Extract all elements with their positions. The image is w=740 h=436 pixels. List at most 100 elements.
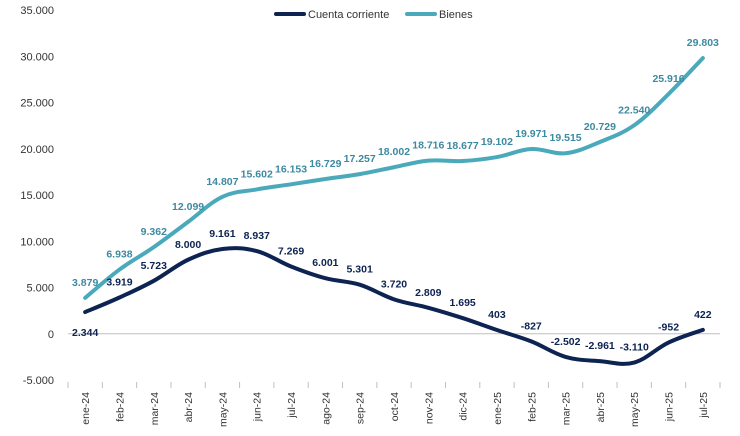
- y-tick-label: 35.000: [20, 5, 54, 17]
- x-tick-label: jun-24: [252, 392, 264, 422]
- x-tick-label: feb-24: [114, 392, 126, 422]
- data-label: 6.938: [106, 249, 132, 261]
- x-tick-label: may-25: [629, 392, 641, 427]
- data-point: [186, 220, 190, 224]
- data-label: 9.362: [141, 226, 167, 238]
- data-label: -2.961: [585, 340, 615, 352]
- x-tick-label: jul-24: [286, 392, 298, 419]
- data-point: [186, 258, 190, 262]
- y-tick-label: 20.000: [20, 144, 54, 156]
- data-point: [392, 297, 396, 301]
- data-point: [426, 159, 430, 163]
- data-point: [358, 172, 362, 176]
- legend-label-cuenta-corriente: Cuenta corriente: [308, 9, 389, 21]
- data-labels: 2.344 3.919 5.723 8.000 9.161 8.937 7.269 6.001…: [72, 37, 719, 353]
- data-point: [255, 249, 259, 253]
- data-label: 403: [488, 309, 506, 321]
- data-label: 1.695: [449, 297, 475, 309]
- series-line-bienes: [83, 56, 705, 300]
- x-tick-label: ene-24: [80, 392, 92, 425]
- data-label: 6.001: [312, 257, 338, 269]
- x-tick-label: may-24: [217, 392, 229, 427]
- data-point: [426, 306, 430, 310]
- x-tick-label: mar-25: [561, 392, 573, 425]
- x-tick-label: ene-25: [492, 392, 504, 425]
- data-label: 18.677: [447, 140, 479, 152]
- data-label: 5.301: [347, 264, 373, 276]
- x-tick-label: abr-24: [183, 392, 195, 423]
- y-axis: 35.000 30.000 25.000 20.000 15.000 10.000 5.00…: [20, 5, 54, 387]
- data-point: [83, 296, 87, 300]
- data-point: [289, 265, 293, 269]
- data-point: [564, 355, 568, 359]
- data-point: [358, 283, 362, 287]
- data-label: -3.110: [620, 342, 649, 354]
- x-tick-label: jun-25: [664, 392, 676, 422]
- data-point: [495, 155, 499, 159]
- data-label: 19.515: [550, 132, 582, 144]
- data-point: [667, 92, 671, 96]
- data-point: [667, 341, 671, 345]
- y-tick-label: 30.000: [20, 51, 54, 63]
- data-label: 16.153: [275, 163, 307, 175]
- data-label: 2.809: [415, 287, 441, 299]
- data-label: 19.102: [481, 136, 513, 148]
- data-point: [220, 247, 224, 251]
- x-tick-label: feb-25: [526, 392, 538, 422]
- data-label: 15.602: [241, 168, 273, 180]
- y-tick-label: 25.000: [20, 98, 54, 110]
- data-label: 12.099: [172, 201, 204, 213]
- x-tick-label: sep-24: [355, 392, 367, 424]
- x-tick-label: dic-24: [458, 392, 470, 421]
- data-point: [598, 140, 602, 144]
- x-tick-label: oct-24: [389, 392, 401, 421]
- data-label: 7.269: [278, 246, 304, 258]
- data-point: [152, 279, 156, 283]
- y-tick-label: 5.000: [26, 283, 54, 295]
- data-point: [461, 159, 465, 163]
- x-tick-label: mar-24: [149, 392, 161, 425]
- data-point: [323, 276, 327, 280]
- data-point: [495, 328, 499, 332]
- data-label: 16.729: [309, 158, 341, 170]
- data-label: 18.716: [412, 140, 444, 152]
- data-point: [701, 56, 705, 60]
- legend: Cuenta corriente Bienes: [274, 9, 473, 21]
- data-label: 25.916: [652, 73, 684, 85]
- data-label: 3.879: [72, 277, 98, 289]
- data-label: 8.000: [175, 239, 201, 251]
- data-label: 8.937: [244, 230, 270, 242]
- data-label: -2.502: [551, 336, 581, 348]
- legend-label-bienes: Bienes: [439, 9, 473, 21]
- y-tick-label: 10.000: [20, 236, 54, 248]
- series-layer: [83, 56, 705, 366]
- data-point: [598, 359, 602, 363]
- data-label: 9.161: [209, 228, 235, 240]
- data-label: 19.971: [515, 128, 547, 140]
- data-point: [632, 361, 636, 365]
- data-point: [701, 328, 705, 332]
- data-label: 422: [694, 309, 712, 321]
- data-point: [255, 187, 259, 191]
- data-label: 22.540: [618, 104, 650, 116]
- data-point: [461, 316, 465, 320]
- x-tick-label: jul-25: [698, 392, 710, 419]
- data-label: 3.720: [381, 278, 407, 290]
- data-point: [529, 339, 533, 343]
- data-label: -827: [521, 320, 542, 332]
- data-label: 3.919: [106, 276, 132, 288]
- y-tick-label: 15.000: [20, 190, 54, 202]
- data-point: [564, 151, 568, 155]
- x-tick-label: abr-25: [595, 392, 607, 423]
- y-tick-label: 0: [48, 329, 54, 341]
- data-label: 20.729: [584, 121, 616, 133]
- data-label: -952: [658, 322, 679, 334]
- data-label: 2.344: [72, 327, 98, 339]
- data-point: [117, 295, 121, 299]
- data-label: 18.002: [378, 146, 410, 158]
- x-tick-label: nov-24: [423, 392, 435, 424]
- data-point: [529, 147, 533, 151]
- x-tick-label: ago-24: [320, 392, 332, 425]
